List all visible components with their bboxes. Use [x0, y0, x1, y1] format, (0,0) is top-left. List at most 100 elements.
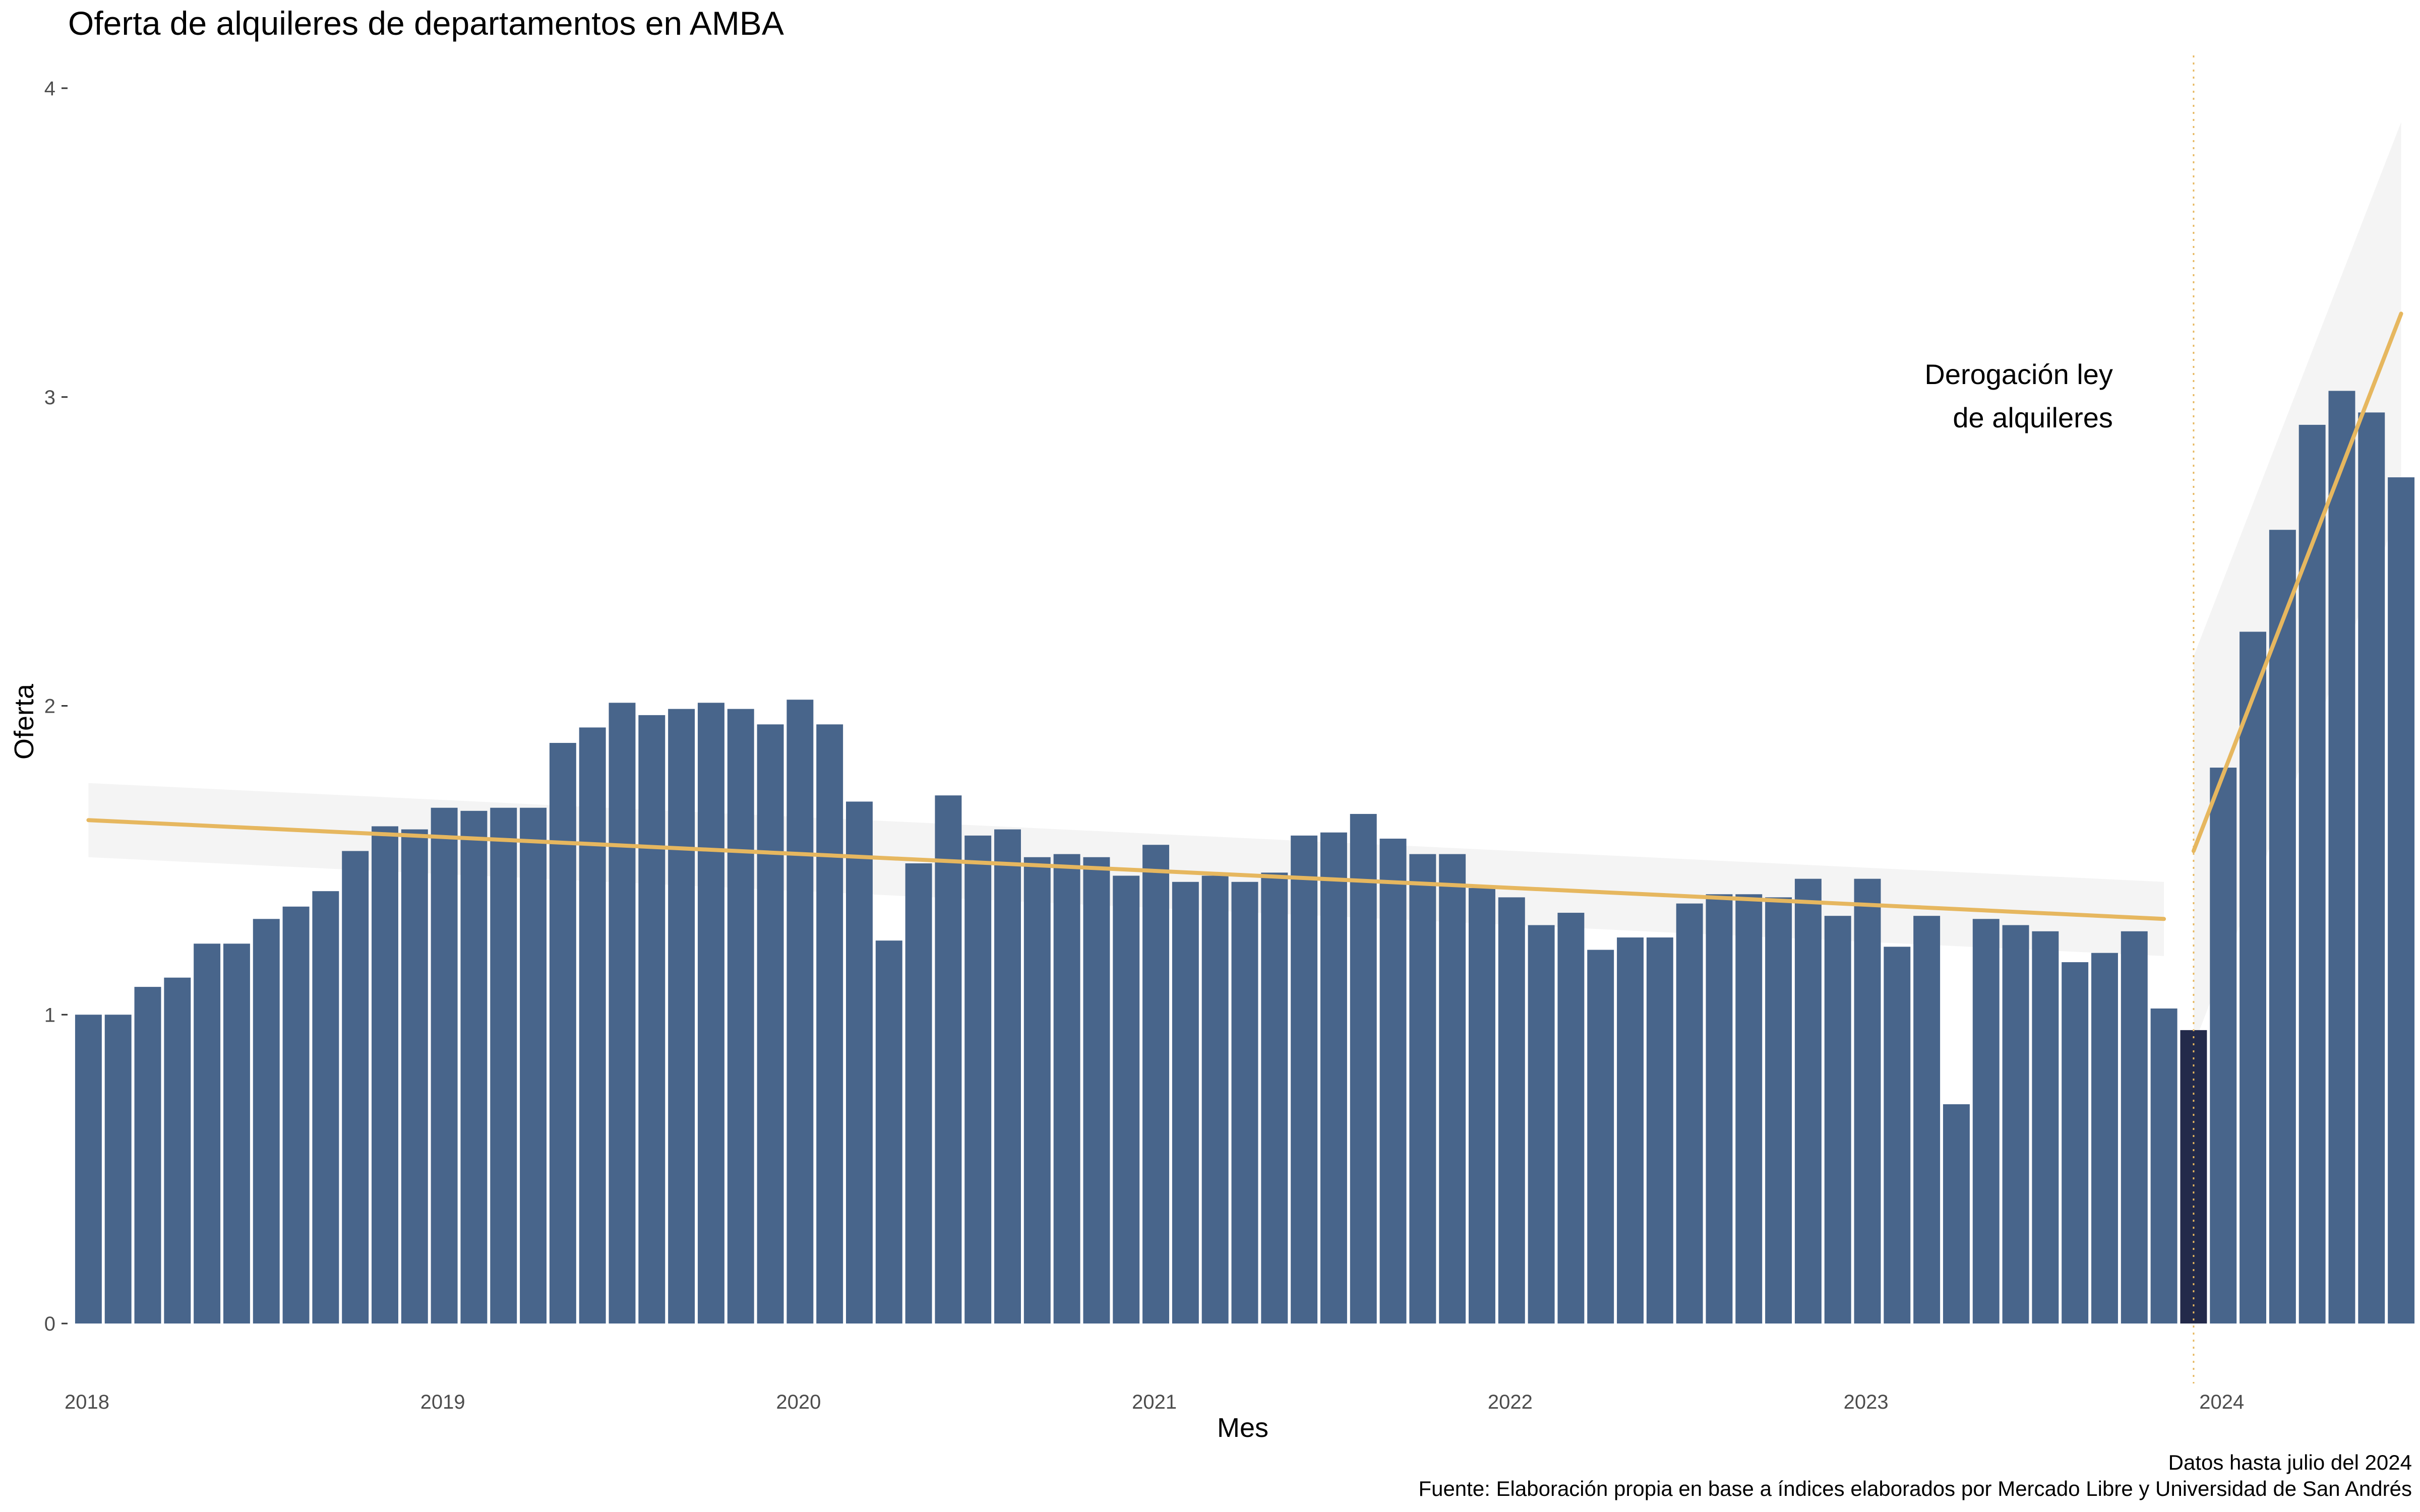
- bar-2018-06: [223, 943, 250, 1324]
- y-tick-label-3: 3: [44, 387, 55, 409]
- y-axis-label: Oferta: [9, 683, 39, 760]
- bar-2019-05: [549, 743, 576, 1324]
- bar-2021-11: [1439, 854, 1466, 1324]
- bar-2020-02: [816, 724, 843, 1324]
- bar-2024-04: [2298, 424, 2326, 1324]
- bar-2024-07: [2388, 477, 2415, 1324]
- bar-2024-03: [2269, 530, 2296, 1324]
- bar-2022-05: [1617, 937, 1644, 1324]
- bar-2022-02: [1528, 925, 1555, 1324]
- bar-2022-07: [1676, 903, 1703, 1324]
- bar-2024-06: [2358, 412, 2385, 1324]
- bar-2018-08: [282, 906, 310, 1324]
- bar-2018-04: [164, 977, 191, 1324]
- chart-title: Oferta de alquileres de departamentos en…: [68, 5, 784, 42]
- bar-2023-03: [1913, 916, 1941, 1324]
- bar-2020-09: [1023, 857, 1051, 1324]
- bar-2019-12: [757, 724, 784, 1324]
- x-tick-label-2024: 2024: [2199, 1391, 2244, 1413]
- bar-2022-06: [1646, 937, 1673, 1324]
- bar-2019-04: [520, 807, 547, 1324]
- bar-2018-02: [104, 1015, 132, 1324]
- x-axis-label: Mes: [1217, 1413, 1269, 1443]
- x-tick-label-2018: 2018: [65, 1391, 109, 1413]
- bar-2021-10: [1409, 854, 1436, 1324]
- bars: [75, 391, 2415, 1324]
- x-tick-label-2021: 2021: [1132, 1391, 1177, 1413]
- bar-2021-02: [1172, 881, 1199, 1324]
- bar-2020-08: [994, 829, 1021, 1324]
- bar-2019-09: [668, 709, 695, 1324]
- bar-2020-01: [786, 700, 814, 1324]
- event-label-line1: Derogación ley: [1924, 358, 2113, 390]
- bar-2022-11: [1794, 878, 1822, 1324]
- bar-2020-07: [964, 835, 992, 1324]
- bar-2019-02: [460, 810, 488, 1324]
- bar-2019-10: [697, 703, 724, 1324]
- bar-2022-12: [1824, 916, 1851, 1324]
- trend-lines: [86, 311, 2403, 921]
- x-tick-label-2019: 2019: [420, 1391, 465, 1413]
- bar-2021-06: [1291, 835, 1318, 1324]
- x-tick-label-2023: 2023: [1844, 1391, 1889, 1413]
- bar-2023-09: [2091, 953, 2118, 1324]
- bar-2020-05: [905, 863, 932, 1324]
- bar-2019-06: [579, 727, 606, 1324]
- x-axis: 2018 2019 2020 2021 2022 2023 2024: [65, 1391, 2244, 1413]
- bar-2019-08: [638, 715, 666, 1324]
- bar-2023-04: [1943, 1104, 1970, 1324]
- bar-2021-05: [1261, 872, 1288, 1324]
- bar-2023-08: [2062, 962, 2089, 1324]
- bar-2021-04: [1231, 881, 1258, 1324]
- bar-2018-10: [342, 851, 369, 1324]
- bar-2021-12: [1469, 888, 1495, 1324]
- bar-2023-07: [2032, 931, 2059, 1324]
- bar-2022-01: [1498, 897, 1525, 1324]
- bar-2020-10: [1053, 854, 1080, 1324]
- y-tick-label-0: 0: [44, 1313, 55, 1335]
- y-axis: 0 1 2 3 4: [44, 78, 68, 1335]
- y-tick-label-4: 4: [44, 78, 55, 100]
- bar-2020-11: [1083, 857, 1110, 1324]
- bar-2023-01: [1854, 878, 1881, 1324]
- bar-2018-05: [194, 943, 221, 1324]
- bar-2023-10: [2121, 931, 2148, 1324]
- bar-2018-07: [253, 919, 280, 1324]
- bar-2019-11: [727, 709, 754, 1324]
- bar-2018-12: [401, 829, 428, 1324]
- bar-2024-02: [2240, 632, 2267, 1324]
- event-label-line2: de alquileres: [1953, 402, 2113, 433]
- bar-2021-03: [1201, 875, 1229, 1324]
- bar-2022-09: [1735, 894, 1763, 1324]
- bar-2021-08: [1350, 813, 1377, 1324]
- bar-2019-07: [609, 703, 636, 1324]
- bar-2022-08: [1706, 894, 1733, 1324]
- trend-line-1: [86, 818, 2166, 921]
- bar-2023-02: [1884, 947, 1911, 1324]
- bar-2020-06: [935, 795, 962, 1324]
- bar-2019-03: [490, 807, 517, 1324]
- bar-2023-12: [2180, 1030, 2207, 1324]
- event-marker: Derogación ley de alquileres: [1924, 55, 2195, 1383]
- caption-source: Fuente: Elaboración propia en base a índ…: [1418, 1477, 2412, 1500]
- bar-2023-06: [2002, 925, 2029, 1324]
- trend-line-2: [2191, 311, 2403, 853]
- bar-2023-05: [1972, 919, 2000, 1324]
- x-tick-label-2022: 2022: [1488, 1391, 1533, 1413]
- bar-2022-03: [1557, 913, 1585, 1324]
- y-tick-label-1: 1: [44, 1004, 55, 1026]
- x-tick-label-2020: 2020: [776, 1391, 821, 1413]
- bar-2020-04: [875, 940, 902, 1324]
- bar-2020-03: [846, 801, 873, 1324]
- bar-2023-11: [2150, 1008, 2177, 1324]
- bar-2020-12: [1113, 875, 1140, 1324]
- bar-2018-09: [312, 891, 339, 1324]
- bar-2021-09: [1379, 838, 1407, 1324]
- bar-2018-11: [372, 826, 398, 1324]
- bar-2022-10: [1765, 897, 1792, 1324]
- bar-2018-03: [134, 987, 161, 1324]
- caption-data-date: Datos hasta julio del 2024: [2168, 1451, 2412, 1474]
- bar-2024-05: [2328, 391, 2355, 1324]
- bar-2022-04: [1587, 950, 1614, 1324]
